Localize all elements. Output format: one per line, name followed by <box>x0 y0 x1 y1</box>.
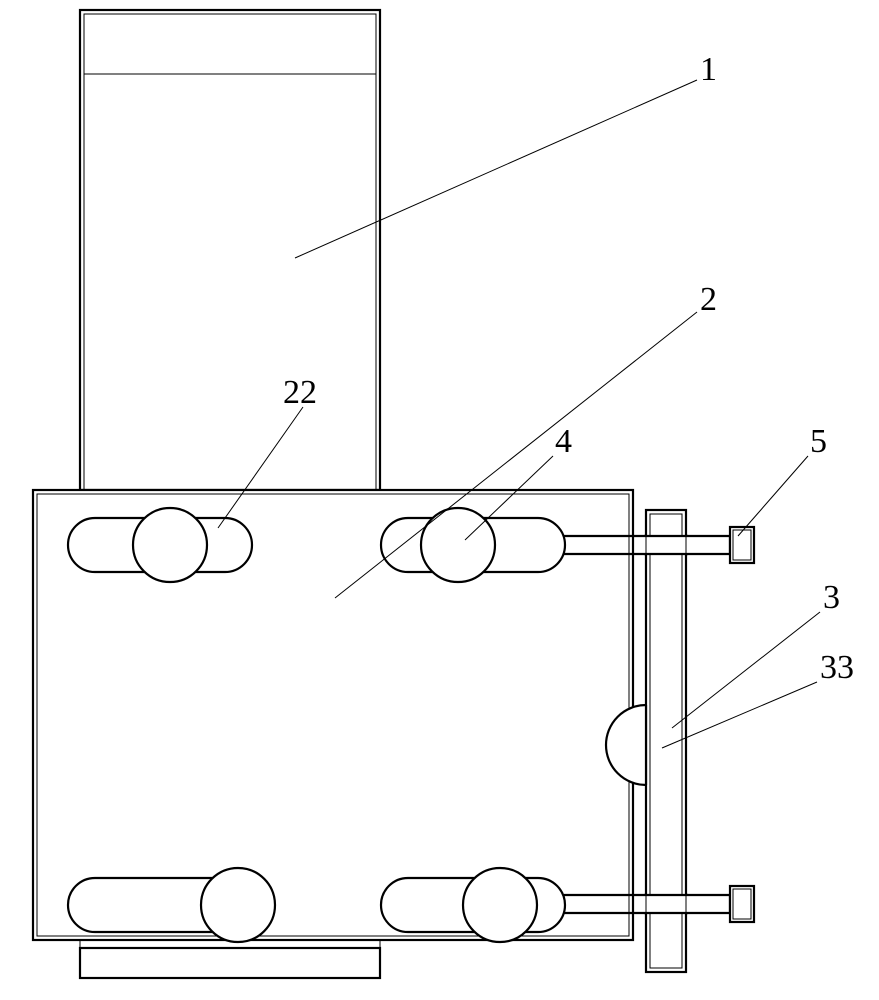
callout-label: 22 <box>283 374 317 411</box>
side-plate-rod-gap <box>644 537 688 553</box>
leader-line <box>295 80 697 258</box>
bolt-rod-top-nut <box>730 527 754 563</box>
leader-line <box>738 456 808 536</box>
callout-label: 5 <box>810 423 827 460</box>
knob <box>463 868 537 942</box>
bolt-rod-bottom-nut <box>730 886 754 922</box>
side-plate-rod-gap <box>644 896 688 912</box>
knob <box>421 508 495 582</box>
base-tab <box>80 948 380 978</box>
callout-label: 3 <box>823 579 840 616</box>
upper-block-inner <box>84 14 376 490</box>
callout-label: 33 <box>820 649 854 686</box>
upper-block <box>80 10 380 490</box>
knob <box>133 508 207 582</box>
callout-label: 2 <box>700 281 717 318</box>
lower-block <box>33 490 633 940</box>
leader-line <box>672 612 820 728</box>
knob <box>201 868 275 942</box>
callout-label: 1 <box>700 51 717 88</box>
callout-label: 4 <box>555 423 572 460</box>
